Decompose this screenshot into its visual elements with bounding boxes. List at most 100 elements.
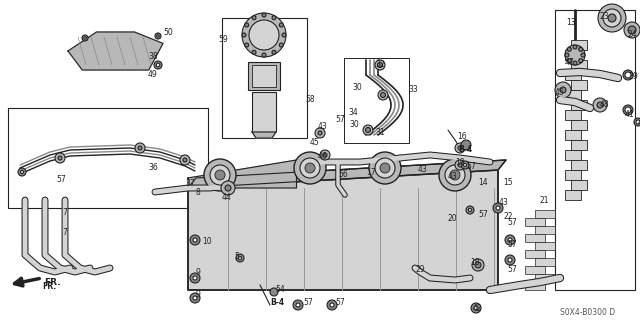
Bar	[565, 170, 581, 180]
Text: 7: 7	[62, 228, 67, 237]
Circle shape	[242, 33, 246, 37]
Text: S0X4-B0300 D: S0X4-B0300 D	[560, 308, 615, 317]
Circle shape	[381, 92, 385, 98]
Circle shape	[474, 306, 478, 310]
Circle shape	[624, 22, 640, 38]
Circle shape	[294, 152, 326, 184]
Bar	[344, 58, 409, 143]
Circle shape	[623, 70, 633, 80]
Bar	[525, 218, 545, 226]
Bar	[565, 190, 581, 200]
Circle shape	[375, 60, 385, 70]
Circle shape	[628, 26, 636, 34]
Circle shape	[204, 159, 236, 191]
Circle shape	[579, 59, 582, 63]
Circle shape	[581, 53, 585, 57]
Circle shape	[471, 303, 481, 313]
Circle shape	[239, 257, 241, 260]
Circle shape	[458, 163, 462, 167]
Bar	[571, 160, 587, 170]
Circle shape	[236, 254, 244, 262]
Text: 13: 13	[566, 18, 575, 27]
Circle shape	[625, 107, 631, 113]
Circle shape	[20, 171, 24, 173]
Circle shape	[463, 164, 467, 166]
Text: B-4: B-4	[458, 145, 472, 154]
Circle shape	[445, 165, 465, 185]
Bar	[571, 40, 587, 50]
Bar	[565, 110, 581, 120]
Text: 57: 57	[466, 162, 476, 171]
Circle shape	[84, 37, 86, 39]
Circle shape	[439, 159, 471, 191]
Circle shape	[380, 163, 390, 173]
Circle shape	[365, 127, 371, 132]
Text: 57: 57	[335, 115, 345, 124]
Circle shape	[378, 90, 388, 100]
Text: FR.: FR.	[42, 282, 56, 291]
Bar	[571, 180, 587, 190]
Text: 44: 44	[222, 193, 232, 202]
Circle shape	[318, 131, 322, 135]
Circle shape	[567, 47, 572, 51]
Text: 54: 54	[275, 285, 285, 294]
Circle shape	[58, 156, 62, 160]
Text: 37: 37	[185, 179, 195, 188]
Text: 46: 46	[318, 152, 328, 161]
Circle shape	[293, 300, 303, 310]
Circle shape	[225, 185, 231, 191]
Circle shape	[252, 50, 256, 54]
Polygon shape	[188, 160, 506, 188]
Circle shape	[565, 53, 569, 57]
Bar	[565, 70, 581, 80]
Circle shape	[458, 146, 462, 150]
Bar	[565, 50, 581, 60]
Circle shape	[508, 238, 512, 242]
Circle shape	[190, 235, 200, 245]
Text: 41: 41	[625, 110, 635, 119]
Text: 43: 43	[499, 198, 509, 207]
Text: 34: 34	[348, 108, 358, 117]
Bar	[535, 258, 555, 266]
Bar	[222, 18, 307, 138]
Text: 58: 58	[305, 95, 315, 104]
Bar	[555, 10, 635, 290]
Text: 5: 5	[234, 252, 239, 261]
Circle shape	[180, 155, 190, 165]
Text: 33: 33	[408, 85, 418, 94]
Circle shape	[363, 125, 373, 135]
Text: 36: 36	[148, 163, 157, 172]
Circle shape	[249, 20, 279, 50]
Circle shape	[493, 203, 503, 213]
Circle shape	[244, 23, 249, 27]
Text: 59: 59	[218, 35, 228, 44]
Polygon shape	[188, 160, 296, 188]
Bar	[8, 108, 208, 208]
Circle shape	[608, 14, 616, 22]
Circle shape	[598, 4, 626, 32]
Circle shape	[262, 53, 266, 57]
Circle shape	[242, 13, 286, 57]
Text: 8: 8	[195, 188, 200, 197]
Bar	[535, 226, 555, 234]
Circle shape	[244, 43, 249, 47]
Circle shape	[272, 16, 276, 20]
Bar	[535, 210, 555, 218]
Bar	[565, 130, 581, 140]
Bar	[252, 65, 276, 87]
Circle shape	[190, 293, 200, 303]
Circle shape	[193, 276, 197, 280]
Text: 48: 48	[600, 100, 610, 109]
Circle shape	[323, 153, 327, 157]
Text: B-4: B-4	[270, 298, 284, 307]
Bar	[525, 282, 545, 290]
Bar	[525, 250, 545, 258]
Circle shape	[82, 35, 88, 41]
Text: 45: 45	[310, 138, 320, 147]
Circle shape	[252, 16, 256, 20]
Text: 9: 9	[195, 268, 200, 277]
Text: 21: 21	[540, 196, 550, 205]
Circle shape	[330, 303, 334, 307]
Circle shape	[378, 62, 383, 68]
Circle shape	[320, 150, 330, 160]
